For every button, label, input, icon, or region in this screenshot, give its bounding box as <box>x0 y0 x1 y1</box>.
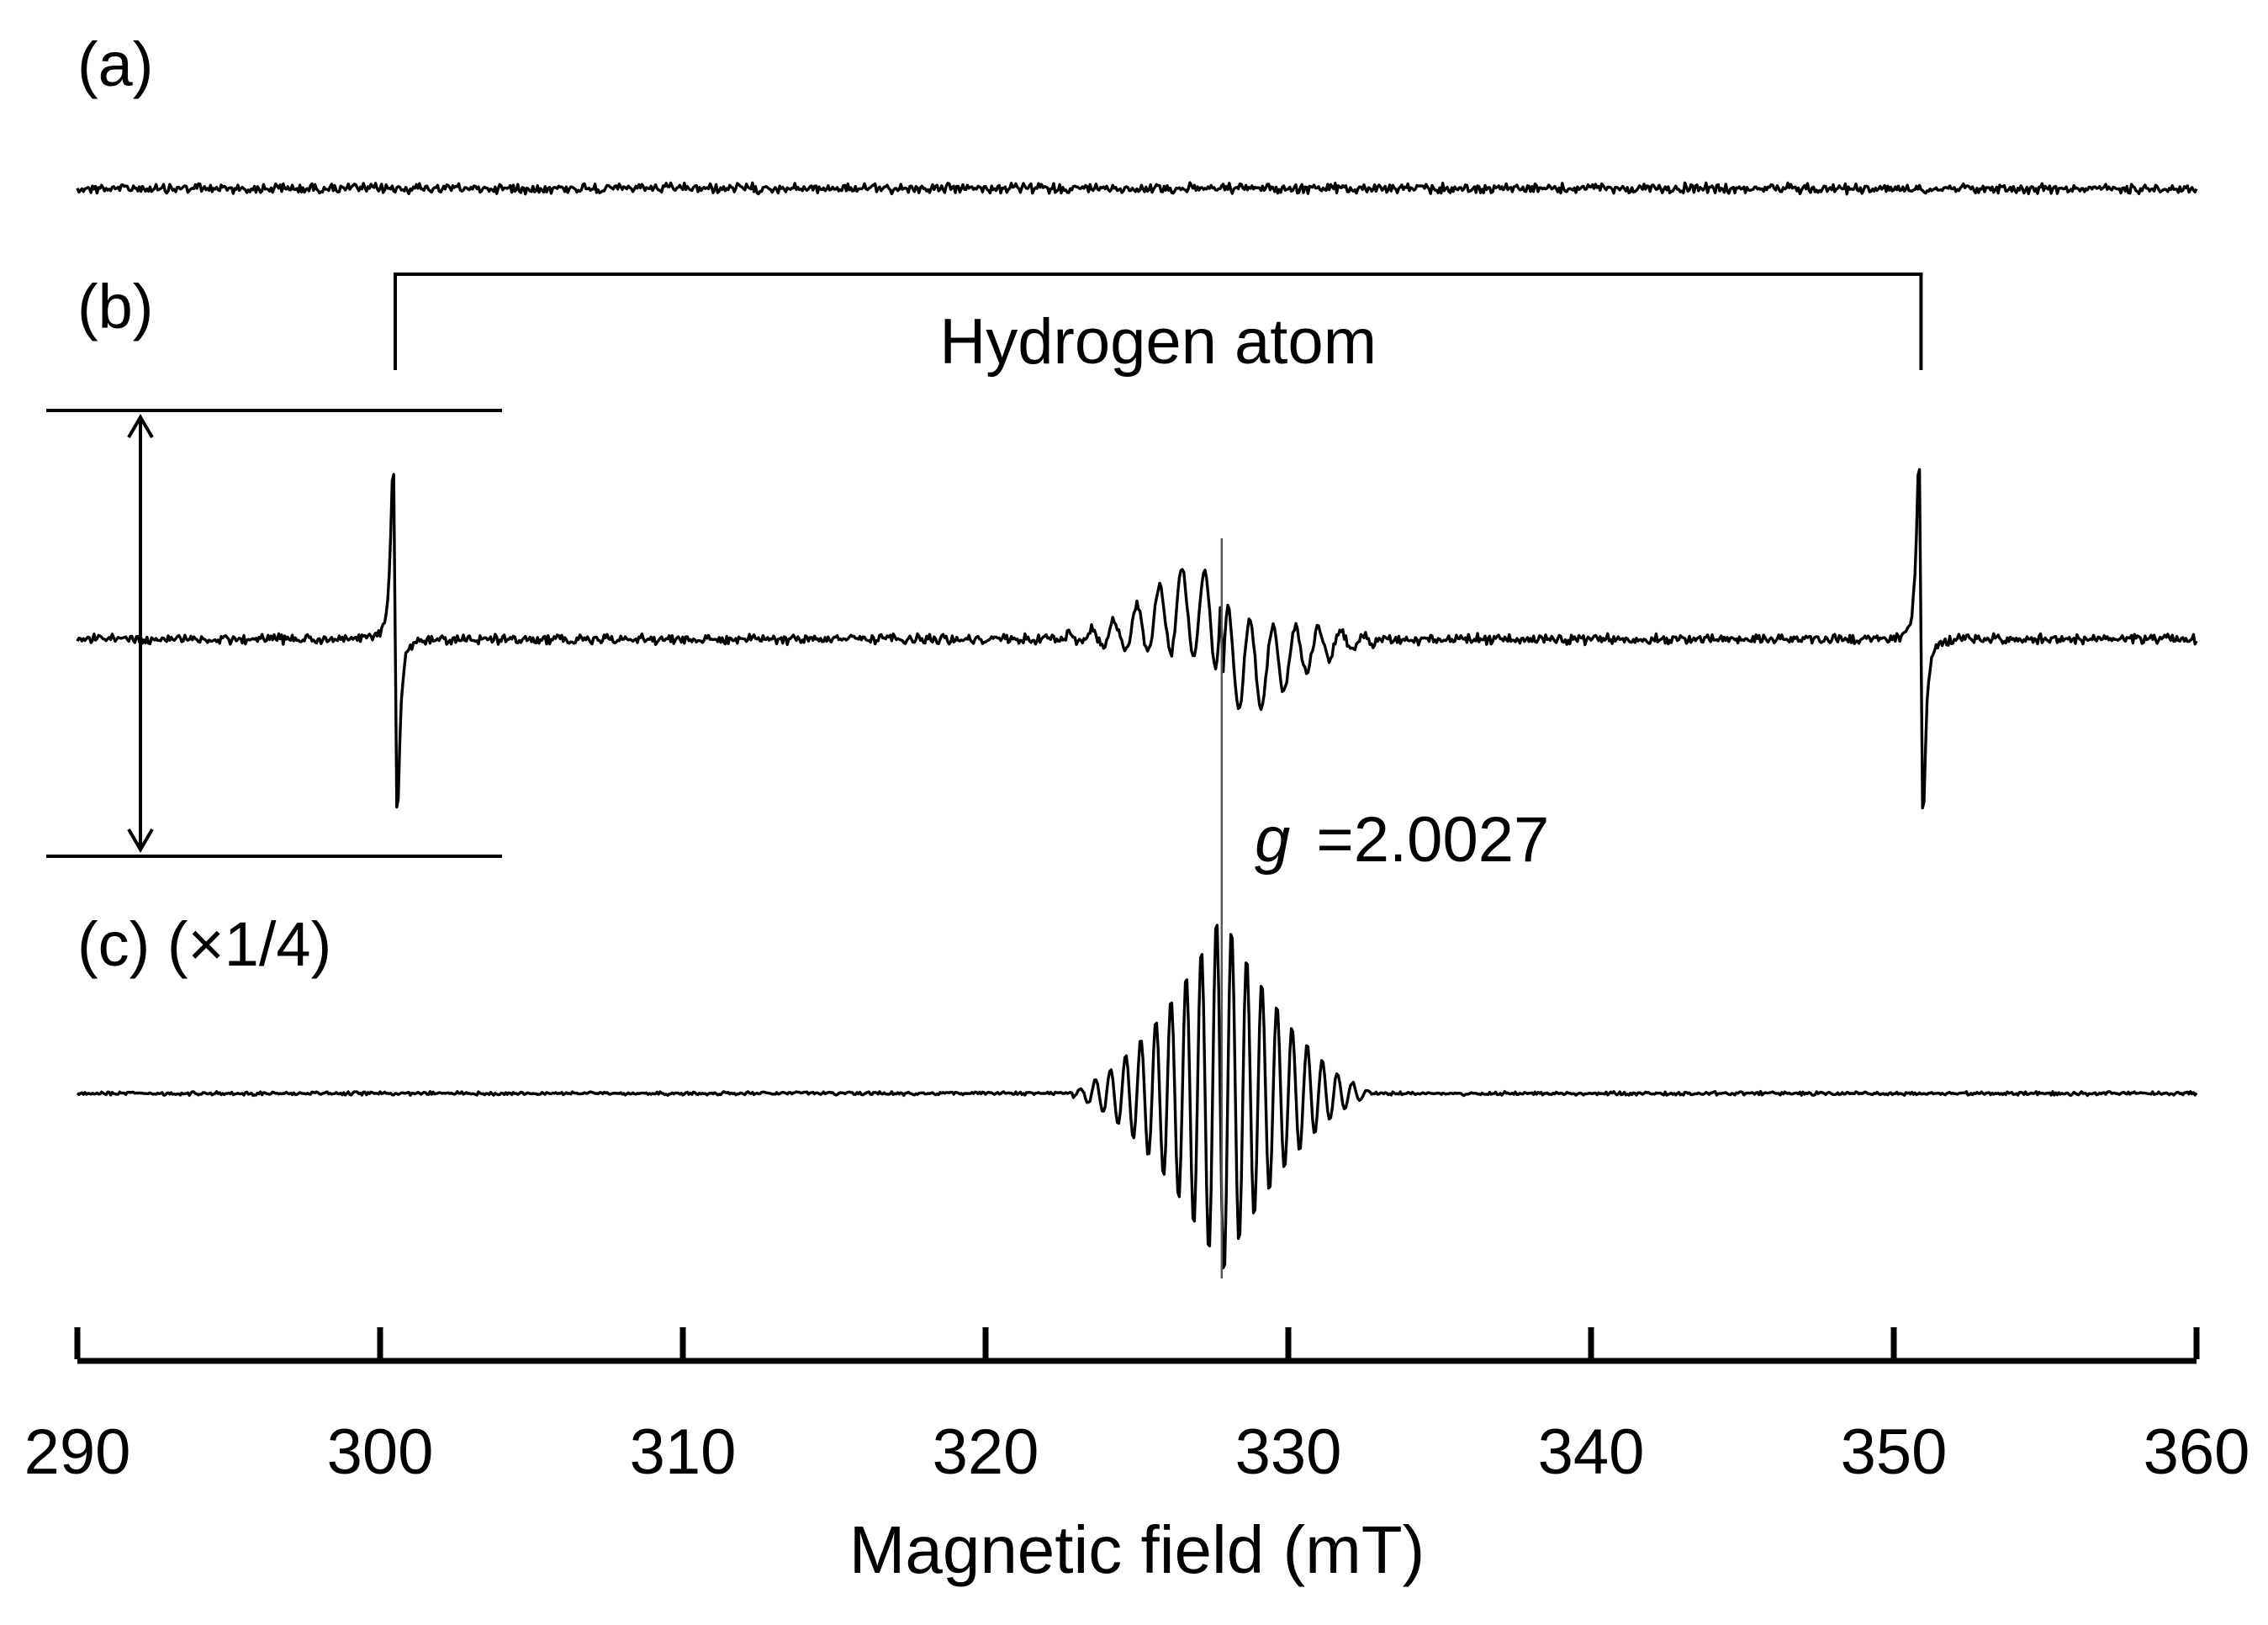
g-value-text: =2.0027 <box>1316 804 1549 876</box>
x-axis-tick-labels: 290 300 310 320 330 340 350 360 <box>24 1416 2250 1488</box>
x-tick-label-300: 300 <box>327 1416 434 1488</box>
x-tick-label-350: 350 <box>1841 1416 1948 1488</box>
amplitude-arrow-head-top <box>127 414 154 439</box>
x-tick-label-340: 340 <box>1538 1416 1645 1488</box>
x-tick-label-330: 330 <box>1235 1416 1342 1488</box>
x-tick-label-360: 360 <box>2144 1416 2250 1488</box>
hydrogen-atom-bracket <box>394 273 1923 370</box>
g-value-label: g =2.0027 <box>1255 804 1549 876</box>
x-tick-label-310: 310 <box>630 1416 737 1488</box>
trace-a <box>76 181 2198 196</box>
amplitude-arrow-head-bottom <box>127 828 154 853</box>
g-symbol: g <box>1255 804 1290 876</box>
hydrogen-atom-label: Hydrogen atom <box>939 306 1377 378</box>
panel-label-a: (a) <box>77 29 153 99</box>
x-axis-ticks <box>74 1327 2200 1359</box>
trace-c <box>76 924 2198 1270</box>
panel-label-b: (b) <box>77 272 153 341</box>
x-tick-label-320: 320 <box>933 1416 1039 1488</box>
x-axis-title: Magnetic field (mT) <box>849 1512 1425 1587</box>
trace-b <box>76 468 2198 810</box>
x-tick-label-290: 290 <box>24 1416 131 1488</box>
panel-label-c: (c) (×1/4) <box>77 909 331 979</box>
